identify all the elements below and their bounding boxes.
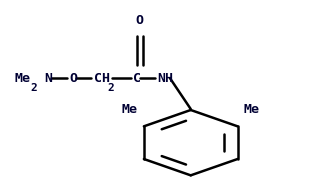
Text: N: N: [44, 72, 52, 85]
Text: Me: Me: [14, 72, 30, 85]
Text: O: O: [70, 72, 78, 85]
Text: NH: NH: [157, 72, 173, 85]
Text: 2: 2: [31, 83, 38, 93]
Text: CH: CH: [94, 72, 110, 85]
Text: C: C: [134, 72, 142, 85]
Text: Me: Me: [244, 103, 260, 116]
Text: Me: Me: [122, 103, 137, 116]
Text: O: O: [136, 14, 144, 27]
Text: 2: 2: [107, 83, 114, 93]
